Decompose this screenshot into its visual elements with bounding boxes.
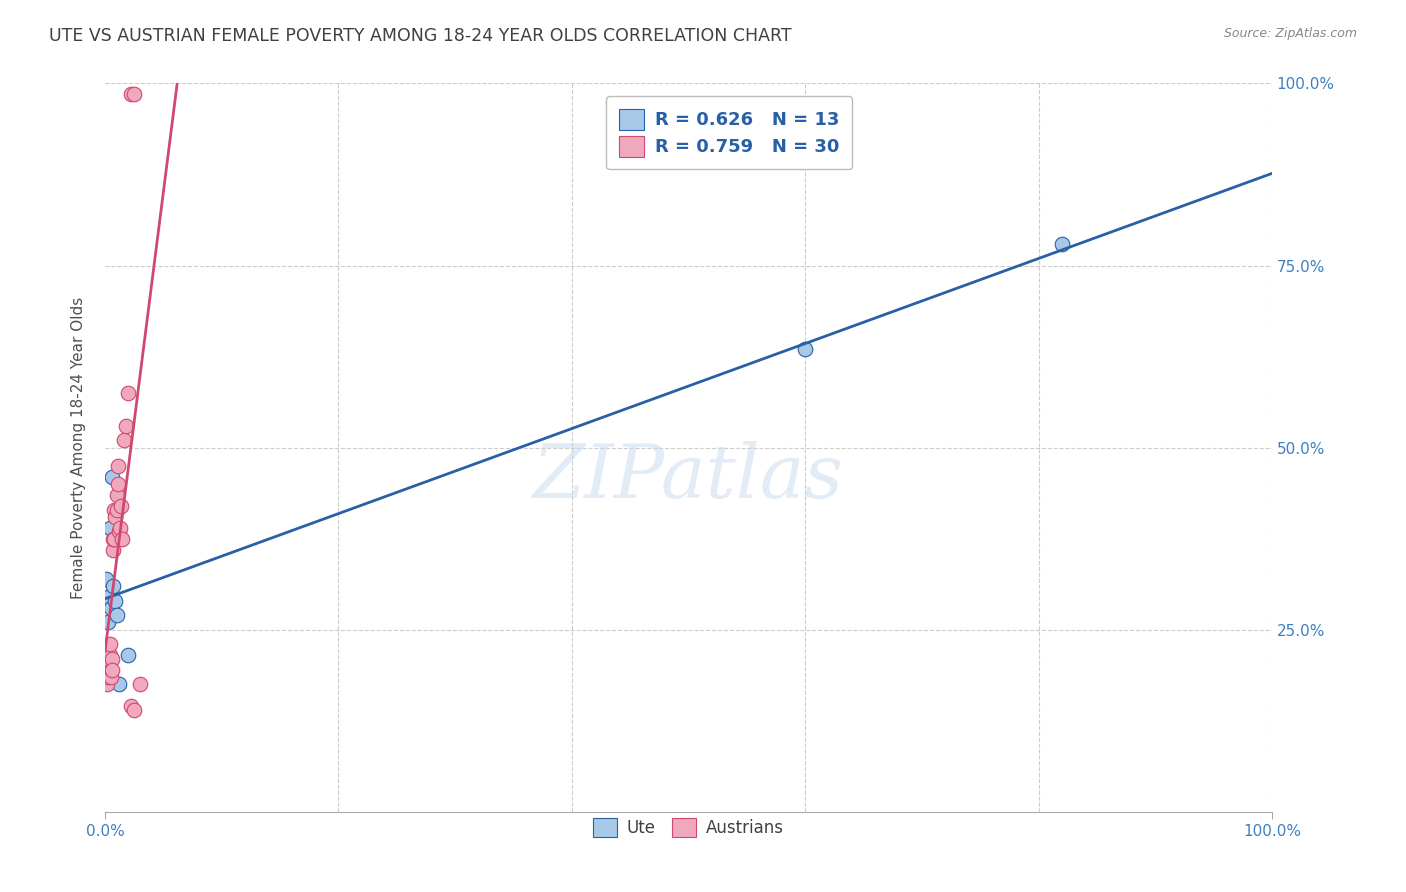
Point xyxy=(120,699,142,714)
Point xyxy=(96,652,118,666)
Point xyxy=(100,670,122,684)
Point xyxy=(1050,236,1073,251)
Point xyxy=(96,677,118,691)
Point xyxy=(107,477,129,491)
Point xyxy=(98,648,121,663)
Point xyxy=(122,703,145,717)
Text: UTE VS AUSTRIAN FEMALE POVERTY AMONG 18-24 YEAR OLDS CORRELATION CHART: UTE VS AUSTRIAN FEMALE POVERTY AMONG 18-… xyxy=(49,27,792,45)
Point xyxy=(110,499,132,513)
Point xyxy=(115,418,138,433)
Point xyxy=(98,637,121,651)
Point xyxy=(101,663,124,677)
Point xyxy=(105,608,128,623)
Point xyxy=(105,488,128,502)
Point xyxy=(101,470,124,484)
Point xyxy=(97,615,120,630)
Point xyxy=(108,521,131,535)
Point xyxy=(97,659,120,673)
Point xyxy=(104,593,127,607)
Point xyxy=(98,521,121,535)
Point xyxy=(96,572,118,586)
Point xyxy=(112,434,135,448)
Text: Source: ZipAtlas.com: Source: ZipAtlas.com xyxy=(1223,27,1357,40)
Point xyxy=(96,663,118,677)
Point xyxy=(117,648,139,663)
Point xyxy=(97,590,120,604)
Point xyxy=(794,343,817,357)
Point xyxy=(101,579,124,593)
Point xyxy=(103,532,125,546)
Point xyxy=(120,87,142,102)
Point xyxy=(97,670,120,684)
Text: ZIPatlas: ZIPatlas xyxy=(533,441,844,513)
Point xyxy=(103,502,125,516)
Point xyxy=(108,524,131,539)
Point xyxy=(100,601,122,615)
Point xyxy=(101,542,124,557)
Point xyxy=(129,677,152,691)
Point xyxy=(101,532,124,546)
Y-axis label: Female Poverty Among 18-24 Year Olds: Female Poverty Among 18-24 Year Olds xyxy=(72,296,86,599)
Point xyxy=(108,677,131,691)
Point xyxy=(117,386,139,401)
Point xyxy=(100,663,122,677)
Point xyxy=(104,509,127,524)
Point xyxy=(122,87,145,102)
Point xyxy=(107,458,129,473)
Point xyxy=(105,502,128,516)
Legend: Ute, Austrians: Ute, Austrians xyxy=(586,811,790,844)
Point xyxy=(111,532,134,546)
Point xyxy=(101,652,124,666)
